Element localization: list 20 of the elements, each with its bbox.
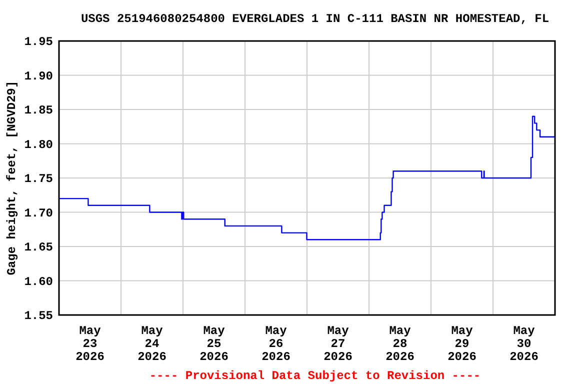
x-tick-label: May 28 2026 <box>386 324 414 364</box>
y-tick-label: 1.55 <box>24 309 53 323</box>
y-tick-label: 1.70 <box>24 206 53 220</box>
x-tick-label: May 25 2026 <box>200 324 228 364</box>
text: ---- Provisional Data Subject to Revision ---- <box>149 369 481 383</box>
x-tick-label: May 24 2026 <box>138 324 166 364</box>
x-tick-label: May 29 2026 <box>448 324 476 364</box>
x-tick-label: May 23 2026 <box>76 324 104 364</box>
x-tick-label: May 30 2026 <box>510 324 538 364</box>
y-tick-label: 1.75 <box>24 172 53 186</box>
y-tick-label: 1.90 <box>24 69 53 84</box>
y-tick-label: 1.80 <box>24 138 53 152</box>
x-tick-label: May 27 2026 <box>324 324 352 364</box>
y-tick-label: 1.85 <box>24 104 53 118</box>
x-tick-label: May 26 2026 <box>262 324 290 364</box>
y-tick-label: 1.95 <box>24 35 53 49</box>
chart-title: USGS 251946080254800 EVERGLADES 1 IN C-111 BASIN NR HOMESTEAD, FL <box>80 12 550 26</box>
y-tick-label: 1.60 <box>24 274 53 289</box>
y-axis-title: Gage height, feet, [NGVD29] <box>5 80 19 276</box>
y-tick-label: 1.65 <box>24 240 53 254</box>
